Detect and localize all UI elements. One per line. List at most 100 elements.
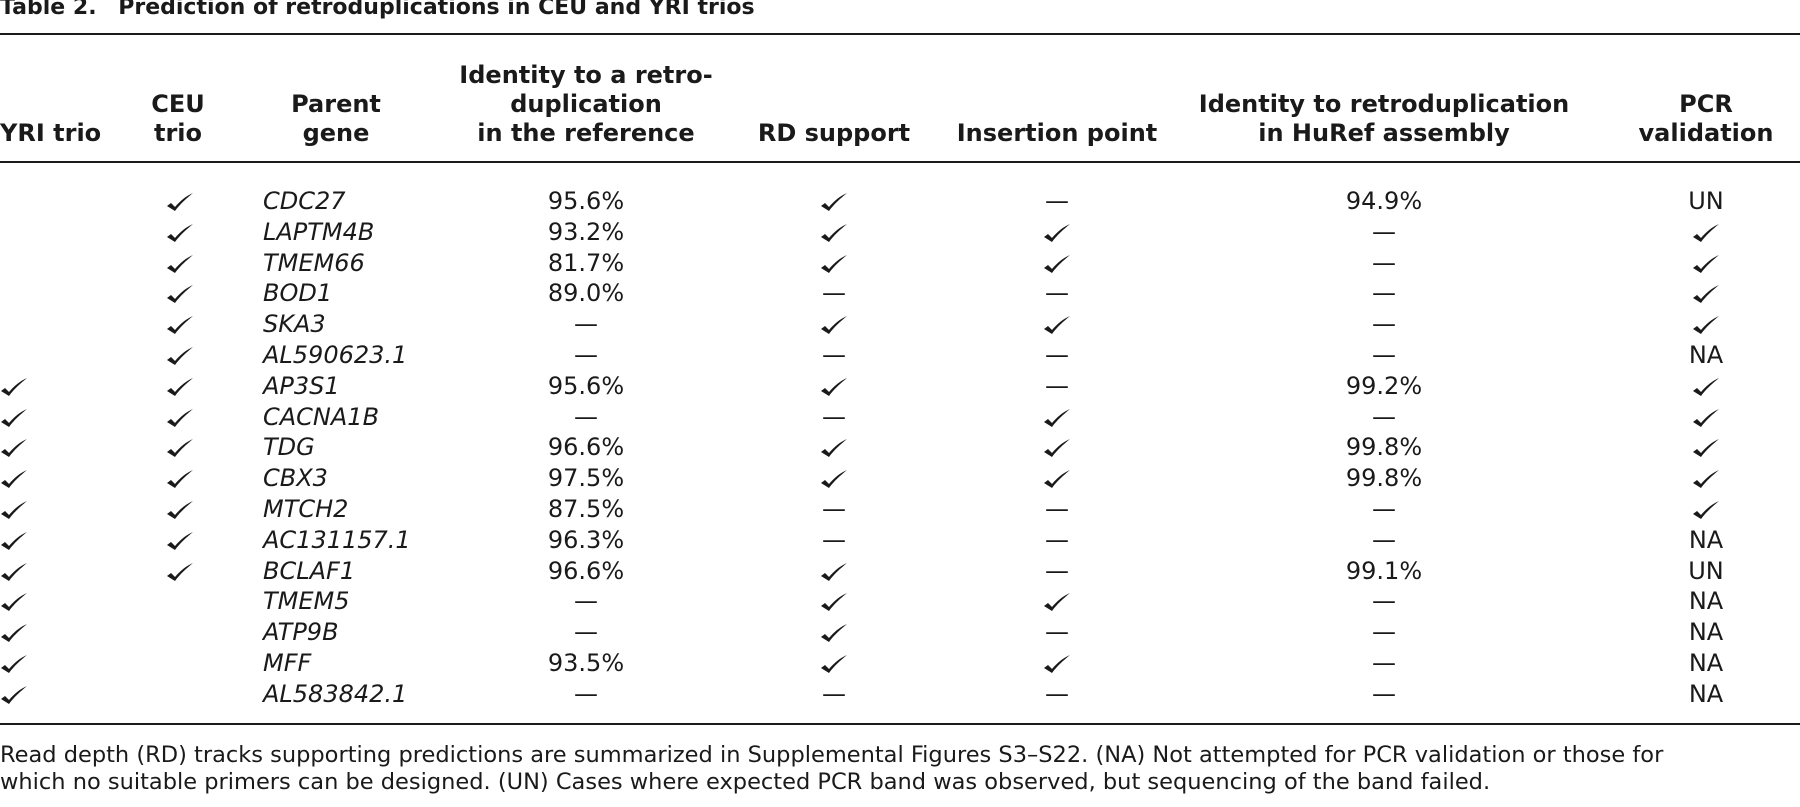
cell-insertion: [1043, 648, 1071, 678]
cell-rd: [820, 432, 848, 462]
header-yri-trio: YRI trio: [0, 119, 102, 147]
cell-pcr: [1692, 309, 1720, 339]
cell-rd: [820, 463, 848, 493]
cell-gene: AP3S1: [263, 371, 340, 400]
cell-gene: TMEM66: [263, 248, 365, 277]
checkmark-icon: [1043, 592, 1071, 612]
cell-insertion: —: [1045, 371, 1069, 400]
header-pcr-validation: PCR validation: [1638, 90, 1774, 147]
cell-ceu: [166, 248, 194, 278]
cell-pcr: [1692, 278, 1720, 308]
header-insertion-point: Insertion point: [956, 119, 1158, 147]
checkmark-icon: [820, 469, 848, 489]
cell-rd: [820, 371, 848, 401]
cell-yri: [0, 494, 28, 524]
checkmark-icon: [820, 254, 848, 274]
cell-pcr: [1692, 402, 1720, 432]
cell-gene: CDC27: [263, 187, 346, 215]
table-footnote: Read depth (RD) tracks supporting predic…: [0, 742, 1800, 796]
checkmark-icon: [1043, 223, 1071, 243]
header-identity-huref: Identity to retroduplication in HuRef as…: [1198, 90, 1570, 147]
table-caption: Table 2. Prediction of retroduplications…: [0, 0, 755, 20]
checkmark-icon: [0, 623, 28, 643]
cell-pcr: [1692, 463, 1720, 493]
cell-gene: AL583842.1: [263, 679, 408, 708]
cell-insertion: —: [1045, 341, 1069, 369]
cell-identity-ref: 87.5%: [547, 495, 625, 523]
cell-identity-ref: 96.6%: [547, 433, 625, 462]
cell-pcr: NA: [1688, 341, 1724, 369]
checkmark-icon: [1692, 315, 1720, 335]
cell-insertion: [1043, 402, 1071, 432]
footnote-line: Read depth (RD) tracks supporting predic…: [0, 742, 1664, 768]
checkmark-icon: [820, 315, 848, 335]
checkmark-icon: [820, 654, 848, 674]
cell-identity-huref: 99.8%: [1345, 433, 1423, 462]
checkmark-icon: [166, 469, 194, 489]
cell-gene: TMEM5: [263, 587, 350, 616]
cell-identity-huref: —: [1372, 217, 1396, 246]
cell-insertion: [1043, 432, 1071, 462]
checkmark-icon: [0, 377, 28, 397]
cell-rd: [820, 617, 848, 647]
cell-identity-huref: —: [1372, 495, 1396, 523]
cell-identity-huref: —: [1372, 310, 1396, 339]
cell-identity-huref: 99.1%: [1345, 556, 1423, 585]
cell-rd: [820, 217, 848, 247]
cell-identity-huref: 94.9%: [1345, 187, 1423, 215]
cell-gene: AL590623.1: [263, 341, 408, 369]
checkmark-icon: [166, 284, 194, 304]
cell-identity-huref: —: [1372, 341, 1396, 369]
cell-identity-ref: —: [574, 402, 598, 431]
checkmark-icon: [1692, 408, 1720, 428]
cell-identity-ref: 95.6%: [547, 371, 625, 400]
cell-gene: ATP9B: [263, 618, 339, 647]
cell-pcr: NA: [1688, 587, 1724, 616]
checkmark-icon: [1692, 254, 1720, 274]
checkmark-icon: [166, 254, 194, 274]
cell-pcr: NA: [1688, 618, 1724, 647]
cell-insertion: —: [1045, 187, 1069, 215]
cell-identity-huref: —: [1372, 679, 1396, 708]
cell-rd: [820, 186, 848, 216]
checkmark-icon: [1043, 654, 1071, 674]
checkmark-icon: [820, 377, 848, 397]
cell-gene: CACNA1B: [263, 402, 380, 431]
checkmark-icon: [166, 346, 194, 366]
cell-rd: [820, 248, 848, 278]
cell-rd: —: [822, 279, 846, 308]
checkmark-icon: [0, 685, 28, 705]
checkmark-icon: [820, 592, 848, 612]
cell-yri: [0, 432, 28, 462]
cell-ceu: [166, 463, 194, 493]
table-label: Table 2.: [0, 0, 97, 20]
cell-yri: [0, 617, 28, 647]
cell-rd: —: [822, 679, 846, 708]
footnote-line: which no suitable primers can be designe…: [0, 769, 1491, 795]
cell-insertion: —: [1045, 679, 1069, 708]
checkmark-icon: [1692, 469, 1720, 489]
cell-gene: LAPTM4B: [263, 217, 375, 246]
cell-ceu: [166, 309, 194, 339]
checkmark-icon: [820, 223, 848, 243]
cell-ceu: [166, 371, 194, 401]
cell-ceu: [166, 278, 194, 308]
cell-pcr: [1692, 217, 1720, 247]
checkmark-icon: [0, 469, 28, 489]
cell-pcr: NA: [1688, 525, 1724, 554]
cell-identity-ref: 96.3%: [547, 525, 625, 554]
cell-gene: BCLAF1: [263, 556, 356, 585]
checkmark-icon: [1043, 254, 1071, 274]
cell-identity-huref: —: [1372, 525, 1396, 554]
cell-rd: [820, 648, 848, 678]
checkmark-icon: [1692, 377, 1720, 397]
cell-pcr: [1692, 432, 1720, 462]
checkmark-icon: [1043, 469, 1071, 489]
cell-identity-ref: 81.7%: [547, 248, 625, 277]
cell-insertion: —: [1045, 495, 1069, 523]
cell-insertion: [1043, 217, 1071, 247]
checkmark-icon: [0, 531, 28, 551]
cell-yri: [0, 463, 28, 493]
cell-rd: —: [822, 341, 846, 369]
cell-identity-huref: 99.8%: [1345, 464, 1423, 493]
